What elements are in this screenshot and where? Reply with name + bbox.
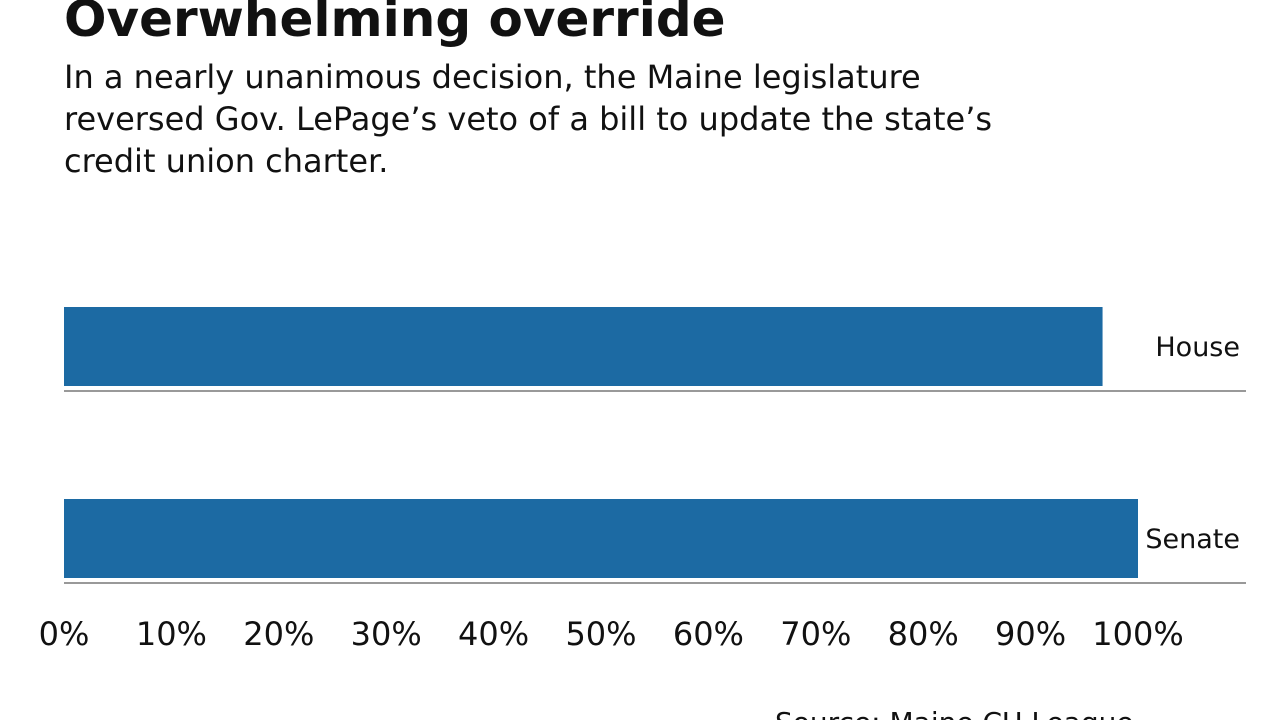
source: Source: Maine CU League [775, 706, 1134, 720]
bar [64, 499, 1138, 578]
x-tick-label: 50% [565, 615, 636, 653]
subtitle-line: reversed Gov. LePage’s veto of a bill to… [64, 100, 992, 138]
chart-title: Overwhelming override [64, 0, 726, 48]
category-label: Senate [1145, 524, 1240, 555]
x-tick-label: 90% [995, 615, 1066, 653]
x-tick-label: 30% [351, 615, 422, 653]
x-tick-label: 70% [780, 615, 851, 653]
x-tick-label: 10% [136, 615, 207, 653]
category-label: House [1155, 332, 1240, 363]
x-tick-label: 100% [1092, 615, 1183, 653]
subtitle-line: In a nearly unanimous decision, the Main… [64, 58, 921, 96]
x-tick-label: 40% [458, 615, 529, 653]
x-tick-label: 20% [243, 615, 314, 653]
bar [64, 307, 1103, 386]
x-tick-label: 60% [673, 615, 744, 653]
x-tick-label: 80% [888, 615, 959, 653]
subtitle-line: credit union charter. [64, 142, 388, 180]
x-tick-label: 0% [39, 615, 90, 653]
